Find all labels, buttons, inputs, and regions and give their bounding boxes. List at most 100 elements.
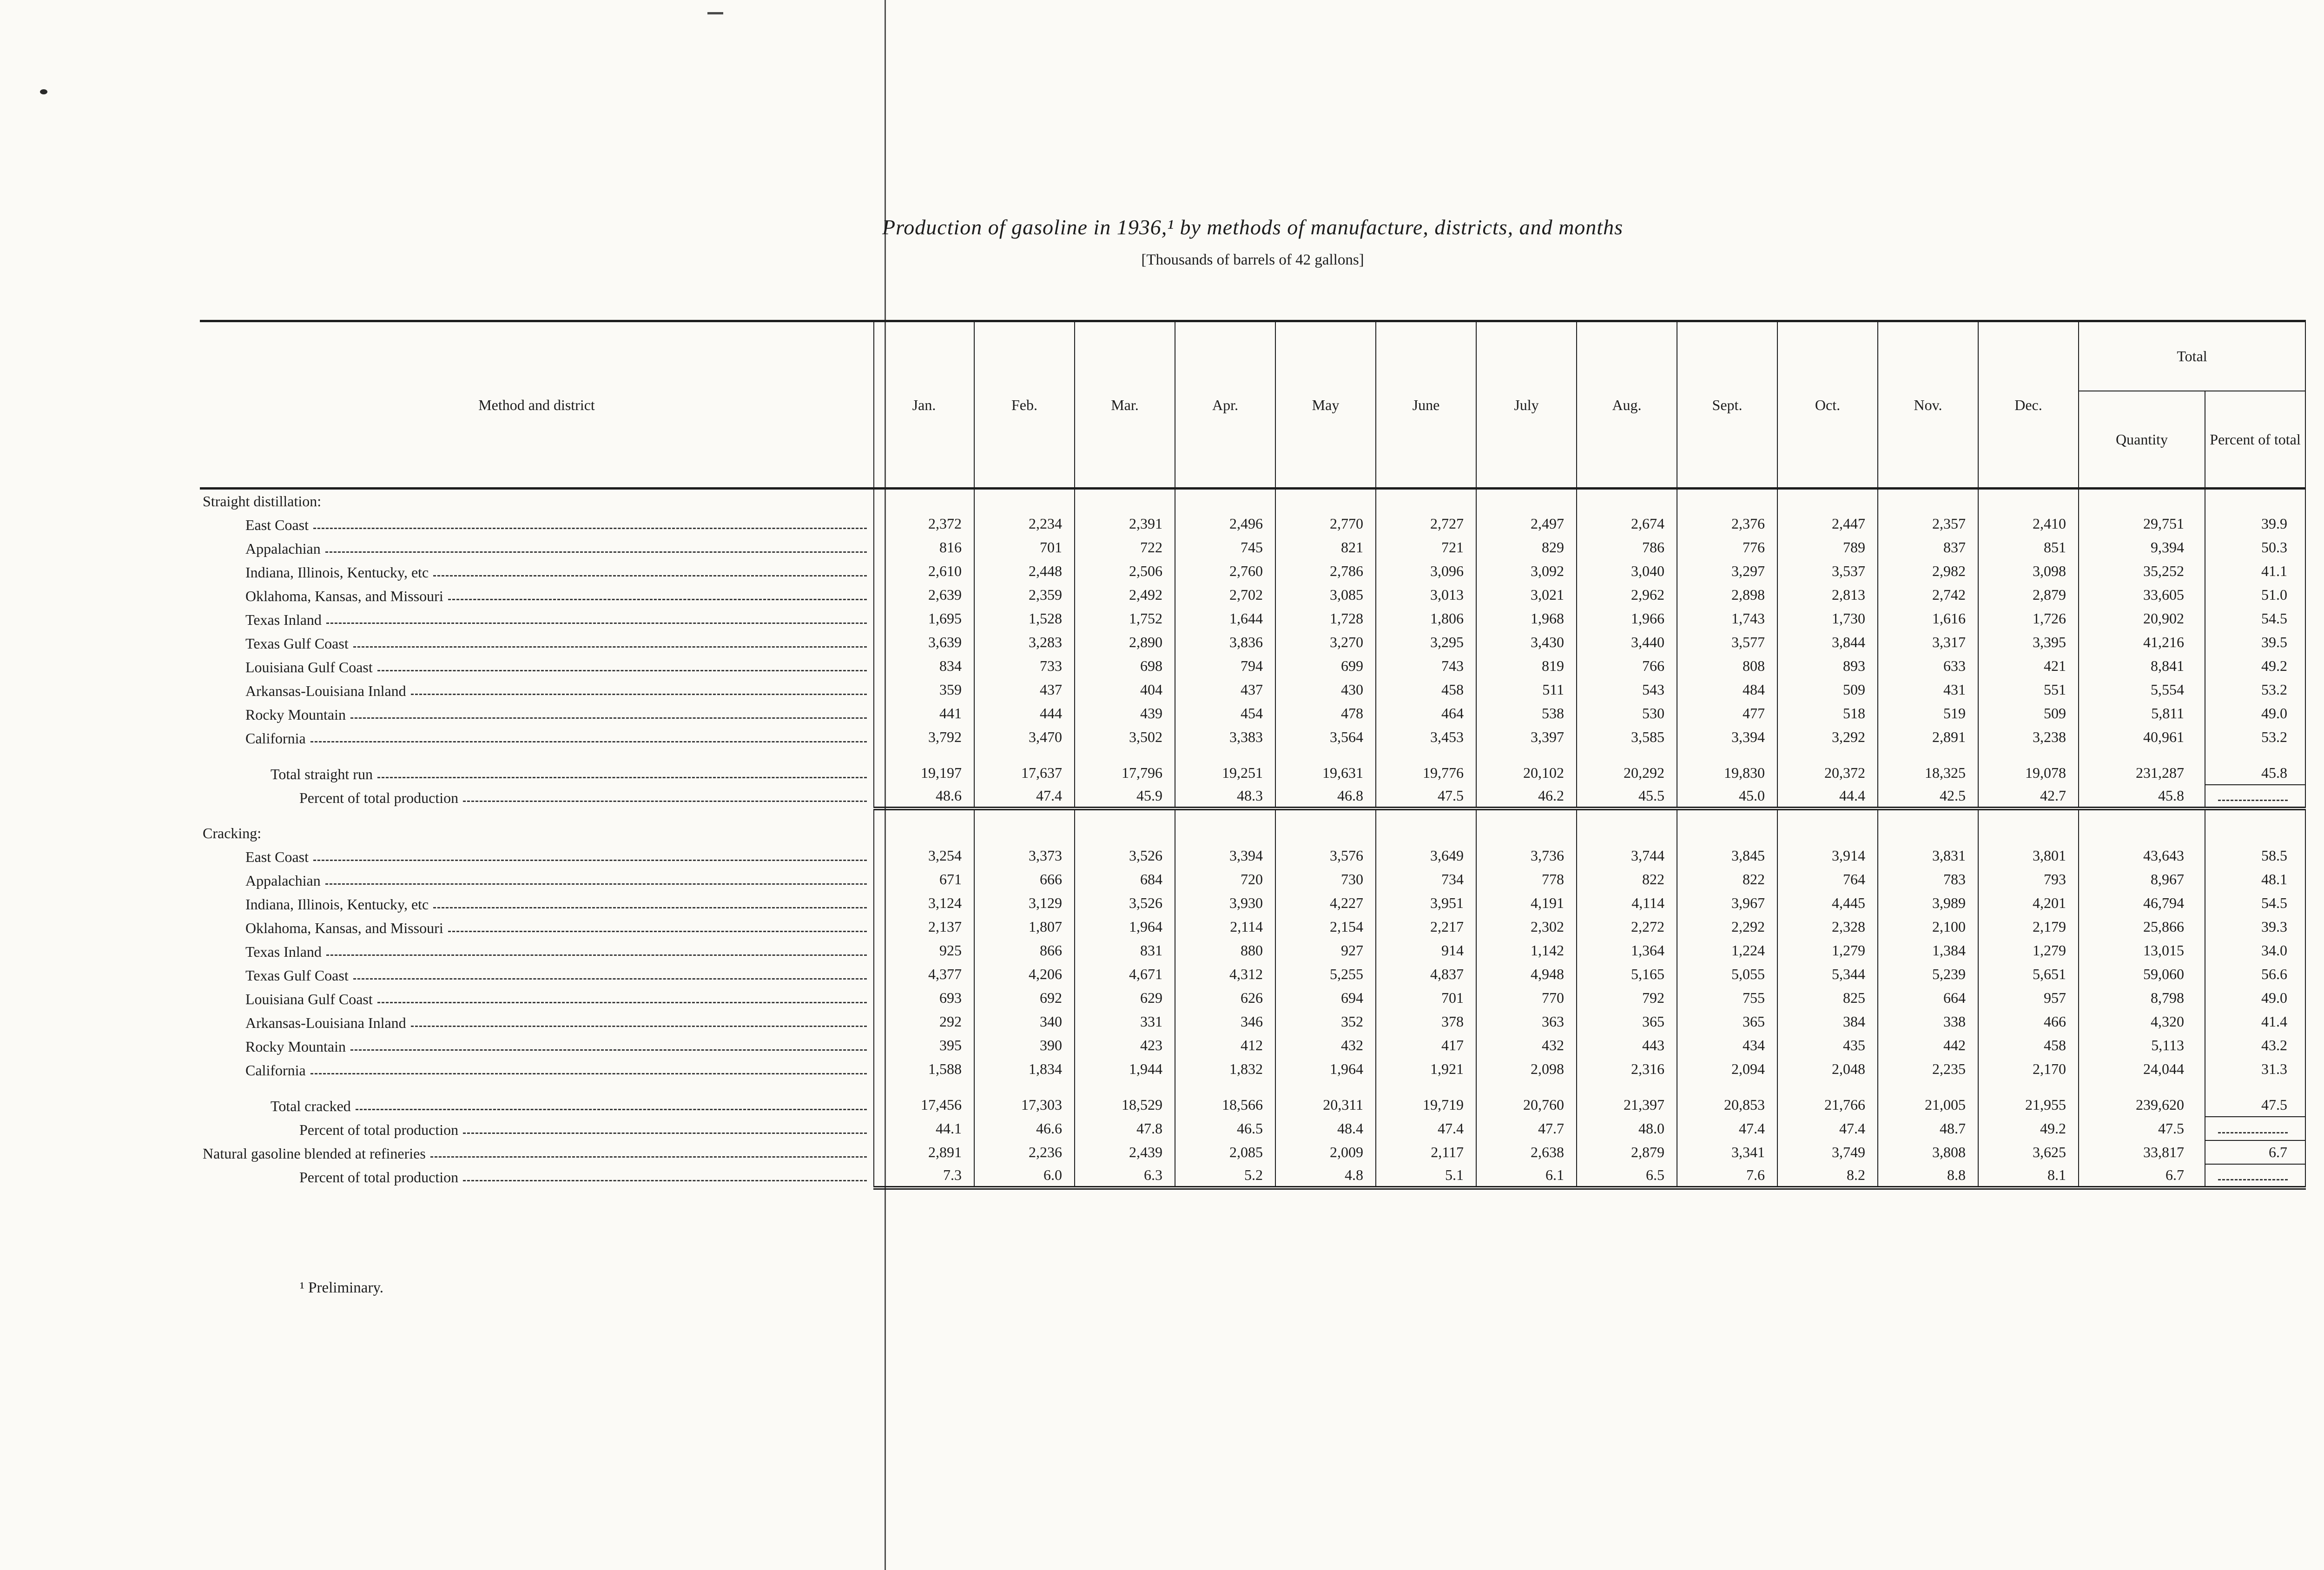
month-value-cell: 3,098 bbox=[1978, 559, 2079, 583]
total-percent-cell bbox=[2204, 820, 2306, 844]
dotted-leader bbox=[313, 859, 867, 861]
month-value-cell: 19,830 bbox=[1677, 761, 1777, 785]
row-label-text: Cracking: bbox=[203, 824, 262, 841]
month-value-cell: 441 bbox=[873, 701, 974, 725]
spacer-cell bbox=[873, 808, 974, 821]
month-value-cell: 42.7 bbox=[1978, 784, 2079, 810]
col-header-month: Dec. bbox=[1978, 320, 2079, 490]
row-label-cell: Texas Inland bbox=[200, 939, 874, 962]
month-value-cell: 20,853 bbox=[1677, 1093, 1777, 1117]
month-value-cell: 2,890 bbox=[1074, 630, 1175, 654]
month-value-cell: 893 bbox=[1777, 654, 1878, 678]
row-label: Rocky Mountain bbox=[245, 702, 873, 725]
row-label-cell: Cracking: bbox=[200, 821, 874, 844]
month-value-cell: 1,964 bbox=[1275, 1057, 1376, 1081]
month-value-cell: 478 bbox=[1275, 701, 1376, 725]
page-title: Production of gasoline in 1936,¹ by meth… bbox=[882, 215, 1623, 239]
month-value-cell: 880 bbox=[1175, 938, 1275, 962]
month-value-cell: 3,576 bbox=[1275, 843, 1376, 868]
month-value-cell: 46.8 bbox=[1275, 784, 1376, 810]
month-value-cell: 48.0 bbox=[1576, 1116, 1677, 1140]
month-value-cell: 19,719 bbox=[1375, 1093, 1476, 1117]
month-value-cell: 808 bbox=[1677, 654, 1777, 678]
month-value-cell: 412 bbox=[1175, 1033, 1275, 1057]
month-value-cell: 47.7 bbox=[1476, 1116, 1577, 1140]
month-value-cell: 346 bbox=[1175, 1009, 1275, 1033]
row-label-cell: Percent of total production bbox=[200, 1164, 874, 1188]
gasoline-production-table: Method and district Jan. Feb. Mar. Apr. May Ju… bbox=[200, 320, 2306, 1190]
month-value-cell: 3,395 bbox=[1978, 630, 2079, 654]
row-label-cell: Indiana, Illinois, Kentucky, etc bbox=[200, 891, 874, 915]
month-value-cell: 3,831 bbox=[1877, 843, 1978, 868]
month-value-cell: 4,191 bbox=[1476, 891, 1577, 915]
spacer-cell bbox=[1275, 808, 1376, 821]
dotted-leader bbox=[410, 1025, 867, 1027]
table-row: Indiana, Illinois, Kentucky, etc 3,124 3,1… bbox=[200, 891, 2306, 915]
spacer-cell bbox=[1074, 808, 1175, 821]
table-row: Louisiana Gulf Coast 834 733 698 794 699 743 81… bbox=[200, 654, 2306, 678]
row-label-cell: Percent of total production bbox=[200, 785, 874, 808]
spacer-cell bbox=[1777, 749, 1878, 761]
month-value-cell: 866 bbox=[974, 938, 1075, 962]
month-value-cell: 1,806 bbox=[1375, 606, 1476, 630]
row-label: Natural gasoline blended at refineries bbox=[203, 1140, 873, 1164]
month-value-cell: 2,372 bbox=[873, 511, 974, 536]
month-value-cell: 458 bbox=[1978, 1033, 2079, 1057]
month-value-cell: 8.8 bbox=[1877, 1164, 1978, 1190]
spacer-row bbox=[200, 749, 2306, 761]
scan-artifact bbox=[707, 12, 723, 14]
col-header-method: Method and district bbox=[200, 320, 874, 490]
month-value-cell: 776 bbox=[1677, 535, 1777, 559]
row-label-cell: Total straight run bbox=[200, 761, 874, 785]
row-label-cell: Appalachian bbox=[200, 868, 874, 891]
row-label-cell: Texas Gulf Coast bbox=[200, 630, 874, 654]
total-quantity-cell: 9,394 bbox=[2078, 535, 2205, 559]
row-label: Percent of total production bbox=[299, 1117, 873, 1140]
dotted-leader bbox=[310, 1073, 867, 1074]
table-header-row-1: Method and district Jan. Feb. Mar. Apr. May Ju… bbox=[200, 320, 2306, 490]
row-label-text: California bbox=[245, 1061, 306, 1079]
row-label-text: Rocky Mountain bbox=[245, 1038, 346, 1055]
row-label-cell: Straight distillation: bbox=[200, 489, 874, 512]
month-value-cell: 2,492 bbox=[1074, 583, 1175, 607]
spacer-cell bbox=[1576, 1080, 1677, 1093]
row-label-text: Louisiana Gulf Coast bbox=[245, 990, 373, 1007]
spacer-cell bbox=[1476, 749, 1577, 761]
table-row: Total straight run 19,197 17,637 17,796 19,2… bbox=[200, 761, 2306, 785]
row-label-text: Texas Gulf Coast bbox=[245, 967, 349, 984]
month-value-cell: 432 bbox=[1476, 1033, 1577, 1057]
month-value-cell: 822 bbox=[1677, 867, 1777, 891]
row-label-cell: East Coast bbox=[200, 512, 874, 536]
month-value-cell: 2,813 bbox=[1777, 583, 1878, 607]
month-value-cell: 466 bbox=[1978, 1009, 2079, 1033]
spacer-cell bbox=[974, 808, 1075, 821]
month-value-cell bbox=[1877, 488, 1978, 512]
row-label: Straight distillation: bbox=[203, 490, 873, 512]
month-value-cell: 365 bbox=[1677, 1009, 1777, 1033]
month-value-cell: 4,445 bbox=[1777, 891, 1878, 915]
month-value-cell: 2,048 bbox=[1777, 1057, 1878, 1081]
month-value-cell: 6.3 bbox=[1074, 1164, 1175, 1190]
col-header-month: Aug. bbox=[1576, 320, 1677, 490]
dotted-leader bbox=[377, 669, 867, 671]
total-quantity-cell: 24,044 bbox=[2078, 1057, 2205, 1081]
month-value-cell bbox=[1275, 488, 1376, 512]
spacer-cell bbox=[1175, 749, 1275, 761]
month-value-cell: 3,585 bbox=[1576, 725, 1677, 749]
month-value-cell: 18,529 bbox=[1074, 1093, 1175, 1117]
dotted-leader bbox=[355, 1108, 867, 1110]
month-value-cell: 4,837 bbox=[1375, 962, 1476, 986]
month-value-cell: 431 bbox=[1877, 677, 1978, 702]
table-row: Oklahoma, Kansas, and Missouri 2,639 2,359… bbox=[200, 583, 2306, 607]
total-quantity-cell: 29,751 bbox=[2078, 511, 2205, 536]
row-label: Arkansas-Louisiana Inland bbox=[245, 1010, 873, 1033]
spacer-cell bbox=[1978, 749, 2079, 761]
month-value-cell: 2,447 bbox=[1777, 511, 1878, 536]
month-value-cell: 363 bbox=[1476, 1009, 1577, 1033]
table-row: California 1,588 1,834 1,944 1,832 1,964 1,921… bbox=[200, 1057, 2306, 1081]
month-value-cell: 794 bbox=[1175, 654, 1275, 678]
month-value-cell: 2,496 bbox=[1175, 511, 1275, 536]
month-value-cell bbox=[1074, 488, 1175, 512]
row-label: Indiana, Illinois, Kentucky, etc bbox=[245, 891, 873, 915]
month-value-cell bbox=[1978, 488, 2079, 512]
